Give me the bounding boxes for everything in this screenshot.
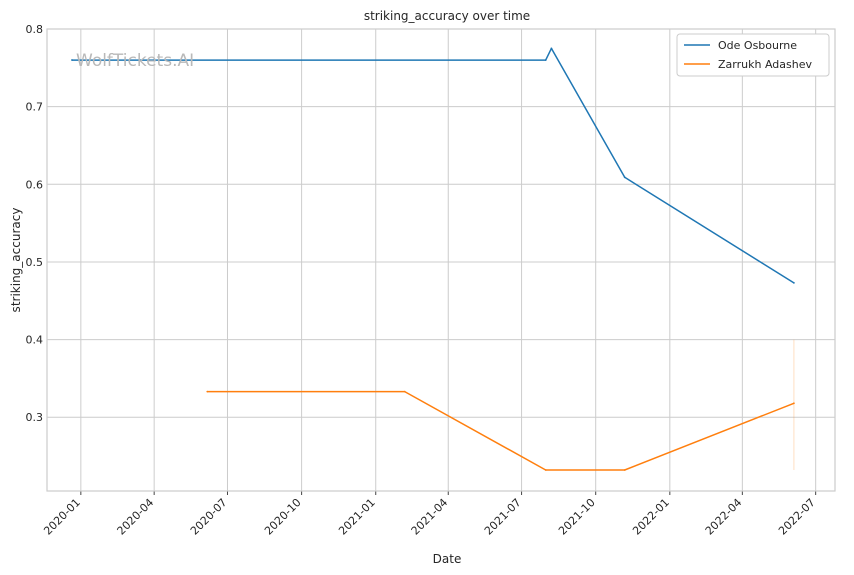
legend-label-ode-osbourne: Ode Osbourne (718, 39, 797, 52)
x-axis-label: Date (433, 552, 462, 566)
x-tick-label: 2022-01 (630, 496, 672, 538)
legend-box (676, 33, 830, 77)
data-point-zarrukh-adashev (544, 469, 547, 471)
series-lines (71, 47, 795, 471)
y-tick-labels: 0.3 0.4 0.5 0.6 0.7 0.8 (26, 23, 44, 424)
data-point-ode-osbourne (793, 282, 795, 284)
x-tick-label: 2020-10 (262, 496, 304, 538)
data-point-ode-osbourne (544, 59, 547, 61)
x-tick-label: 2021-10 (556, 496, 598, 538)
grid-lines (47, 28, 835, 495)
y-tick-label: 0.3 (26, 411, 44, 424)
legend-label-zarrukh-adashev: Zarrukh Adashev (718, 58, 812, 71)
y-tick-label: 0.6 (26, 178, 44, 191)
x-tick-label: 2021-01 (336, 496, 378, 538)
plot-background (47, 29, 835, 491)
x-tick-label: 2022-07 (776, 496, 818, 538)
legend: Ode Osbourne Zarrukh Adashev (676, 33, 830, 77)
data-point-zarrukh-adashev (793, 402, 795, 405)
x-tick-label: 2020-01 (41, 496, 83, 538)
data-point-zarrukh-adashev (403, 390, 406, 393)
x-tick-label: 2020-04 (115, 496, 157, 538)
y-axis-label: striking_accuracy (9, 208, 23, 313)
data-point-zarrukh-adashev (623, 469, 626, 471)
y-tick-label: 0.7 (26, 101, 44, 114)
data-point-ode-osbourne (623, 176, 626, 179)
data-point-zarrukh-adashev (206, 390, 209, 393)
y-tick-label: 0.8 (26, 23, 44, 36)
data-point-ode-osbourne (550, 47, 553, 50)
watermark: WolfTickets.AI (76, 51, 194, 71)
x-tick-label: 2021-04 (409, 496, 451, 538)
y-tick-label: 0.4 (26, 334, 44, 347)
x-tick-labels: 2020-01 2020-04 2020-07 2020-10 2021-01 2021-… (41, 496, 818, 538)
chart-title: striking_accuracy over time (364, 9, 530, 23)
y-tick-label: 0.5 (26, 256, 44, 269)
x-tick-label: 2021-07 (482, 496, 524, 538)
plot-frame (46, 28, 836, 492)
data-point-ode-osbourne (71, 59, 73, 61)
x-tick-label: 2020-07 (188, 496, 230, 538)
x-tick-label: 2022-04 (703, 496, 745, 538)
